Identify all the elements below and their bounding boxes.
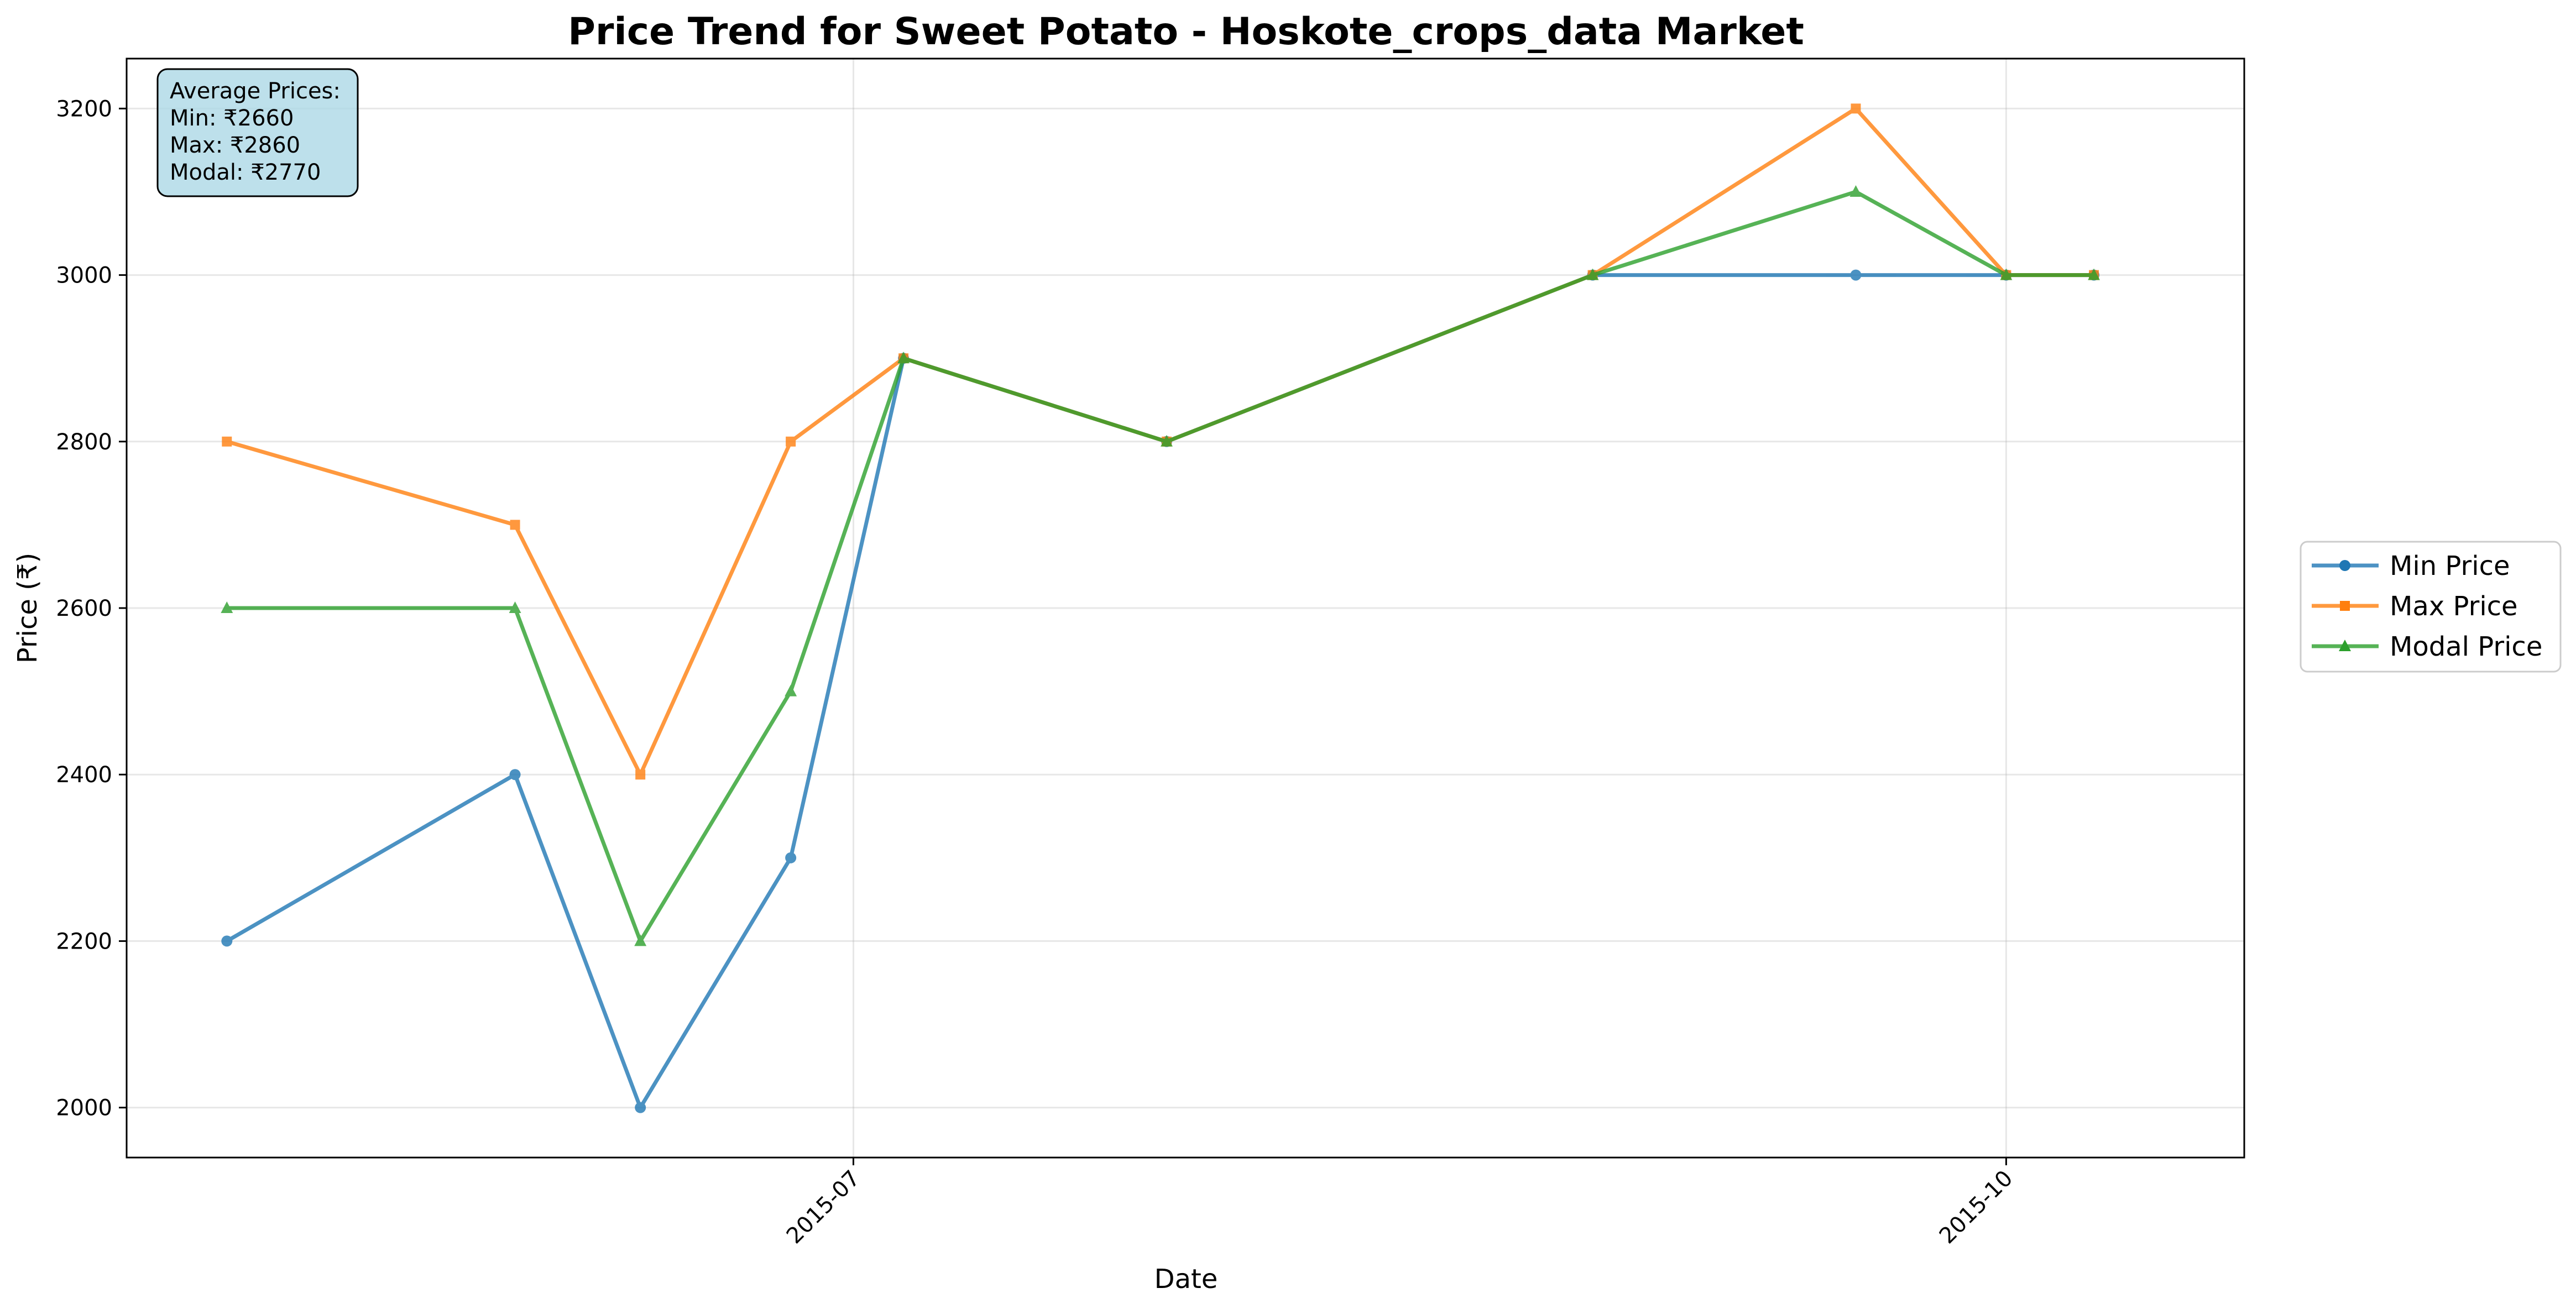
max-price-point — [635, 769, 646, 780]
modal-price-series — [221, 185, 2100, 946]
modal-price-point — [1586, 268, 1599, 280]
legend-swatch-marker — [2339, 560, 2350, 571]
modal-price-point — [2000, 268, 2013, 280]
legend-item-min-price: Min Price — [2312, 551, 2510, 582]
max-price-point — [786, 436, 796, 447]
y-tick-label: 2600 — [56, 596, 112, 621]
average-prices-background — [156, 68, 359, 197]
y-axis-ticks: 2000 2200 2400 2600 2800 3000 3200 — [56, 96, 127, 1121]
legend-item-max-price: Max Price — [2312, 591, 2518, 622]
modal-price-point — [221, 601, 233, 613]
x-axis-label: Date — [1154, 1264, 1218, 1295]
modal-price-point — [1161, 434, 1173, 447]
y-tick-label: 2800 — [56, 430, 112, 455]
average-prices-box: Average Prices: Min: ₹2660 Max: ₹2860 Mo… — [156, 68, 359, 197]
modal-price-point — [2088, 268, 2100, 280]
average-modal-price: Modal: ₹2770 — [170, 160, 321, 185]
y-tick-label: 2400 — [56, 762, 112, 788]
series-lines — [221, 103, 2100, 1113]
legend-frame — [2300, 541, 2562, 673]
average-max-price: Max: ₹2860 — [170, 133, 300, 158]
min-price-point — [509, 769, 521, 781]
legend-item-modal-price: Modal Price — [2312, 631, 2542, 662]
legend: Min Price Max Price Modal Price — [2300, 541, 2562, 673]
min-price-point — [785, 852, 797, 863]
y-tick-label: 3000 — [56, 263, 112, 289]
modal-price-point — [785, 684, 797, 697]
average-prices-heading: Average Prices: — [170, 78, 341, 104]
legend-label: Min Price — [2390, 551, 2510, 582]
min-price-point — [1850, 269, 1862, 281]
modal-price-point — [509, 601, 521, 613]
average-min-price: Min: ₹2660 — [170, 106, 294, 131]
legend-label: Modal Price — [2390, 631, 2542, 662]
min-price-point — [221, 935, 233, 947]
y-tick-label: 3200 — [56, 96, 112, 122]
chart-title: Price Trend for Sweet Potato - Hoskote_c… — [568, 10, 1804, 54]
legend-swatch-marker — [2340, 601, 2350, 611]
min-price-point — [635, 1102, 646, 1113]
max-price-point — [222, 436, 232, 447]
modal-price-point — [634, 934, 647, 946]
y-tick-label: 2200 — [56, 929, 112, 954]
legend-swatch-marker — [2339, 640, 2351, 651]
max-price-point — [510, 520, 520, 530]
y-tick-label: 2000 — [56, 1096, 112, 1121]
legend-items: Min Price Max Price Modal Price — [2312, 551, 2542, 662]
legend-label: Max Price — [2390, 591, 2518, 622]
modal-price-line — [224, 190, 2096, 943]
modal-price-point — [1849, 185, 1862, 197]
modal-price-point — [897, 352, 910, 364]
max-price-point — [1851, 103, 1861, 114]
y-axis-label: Price (₹) — [12, 553, 43, 663]
